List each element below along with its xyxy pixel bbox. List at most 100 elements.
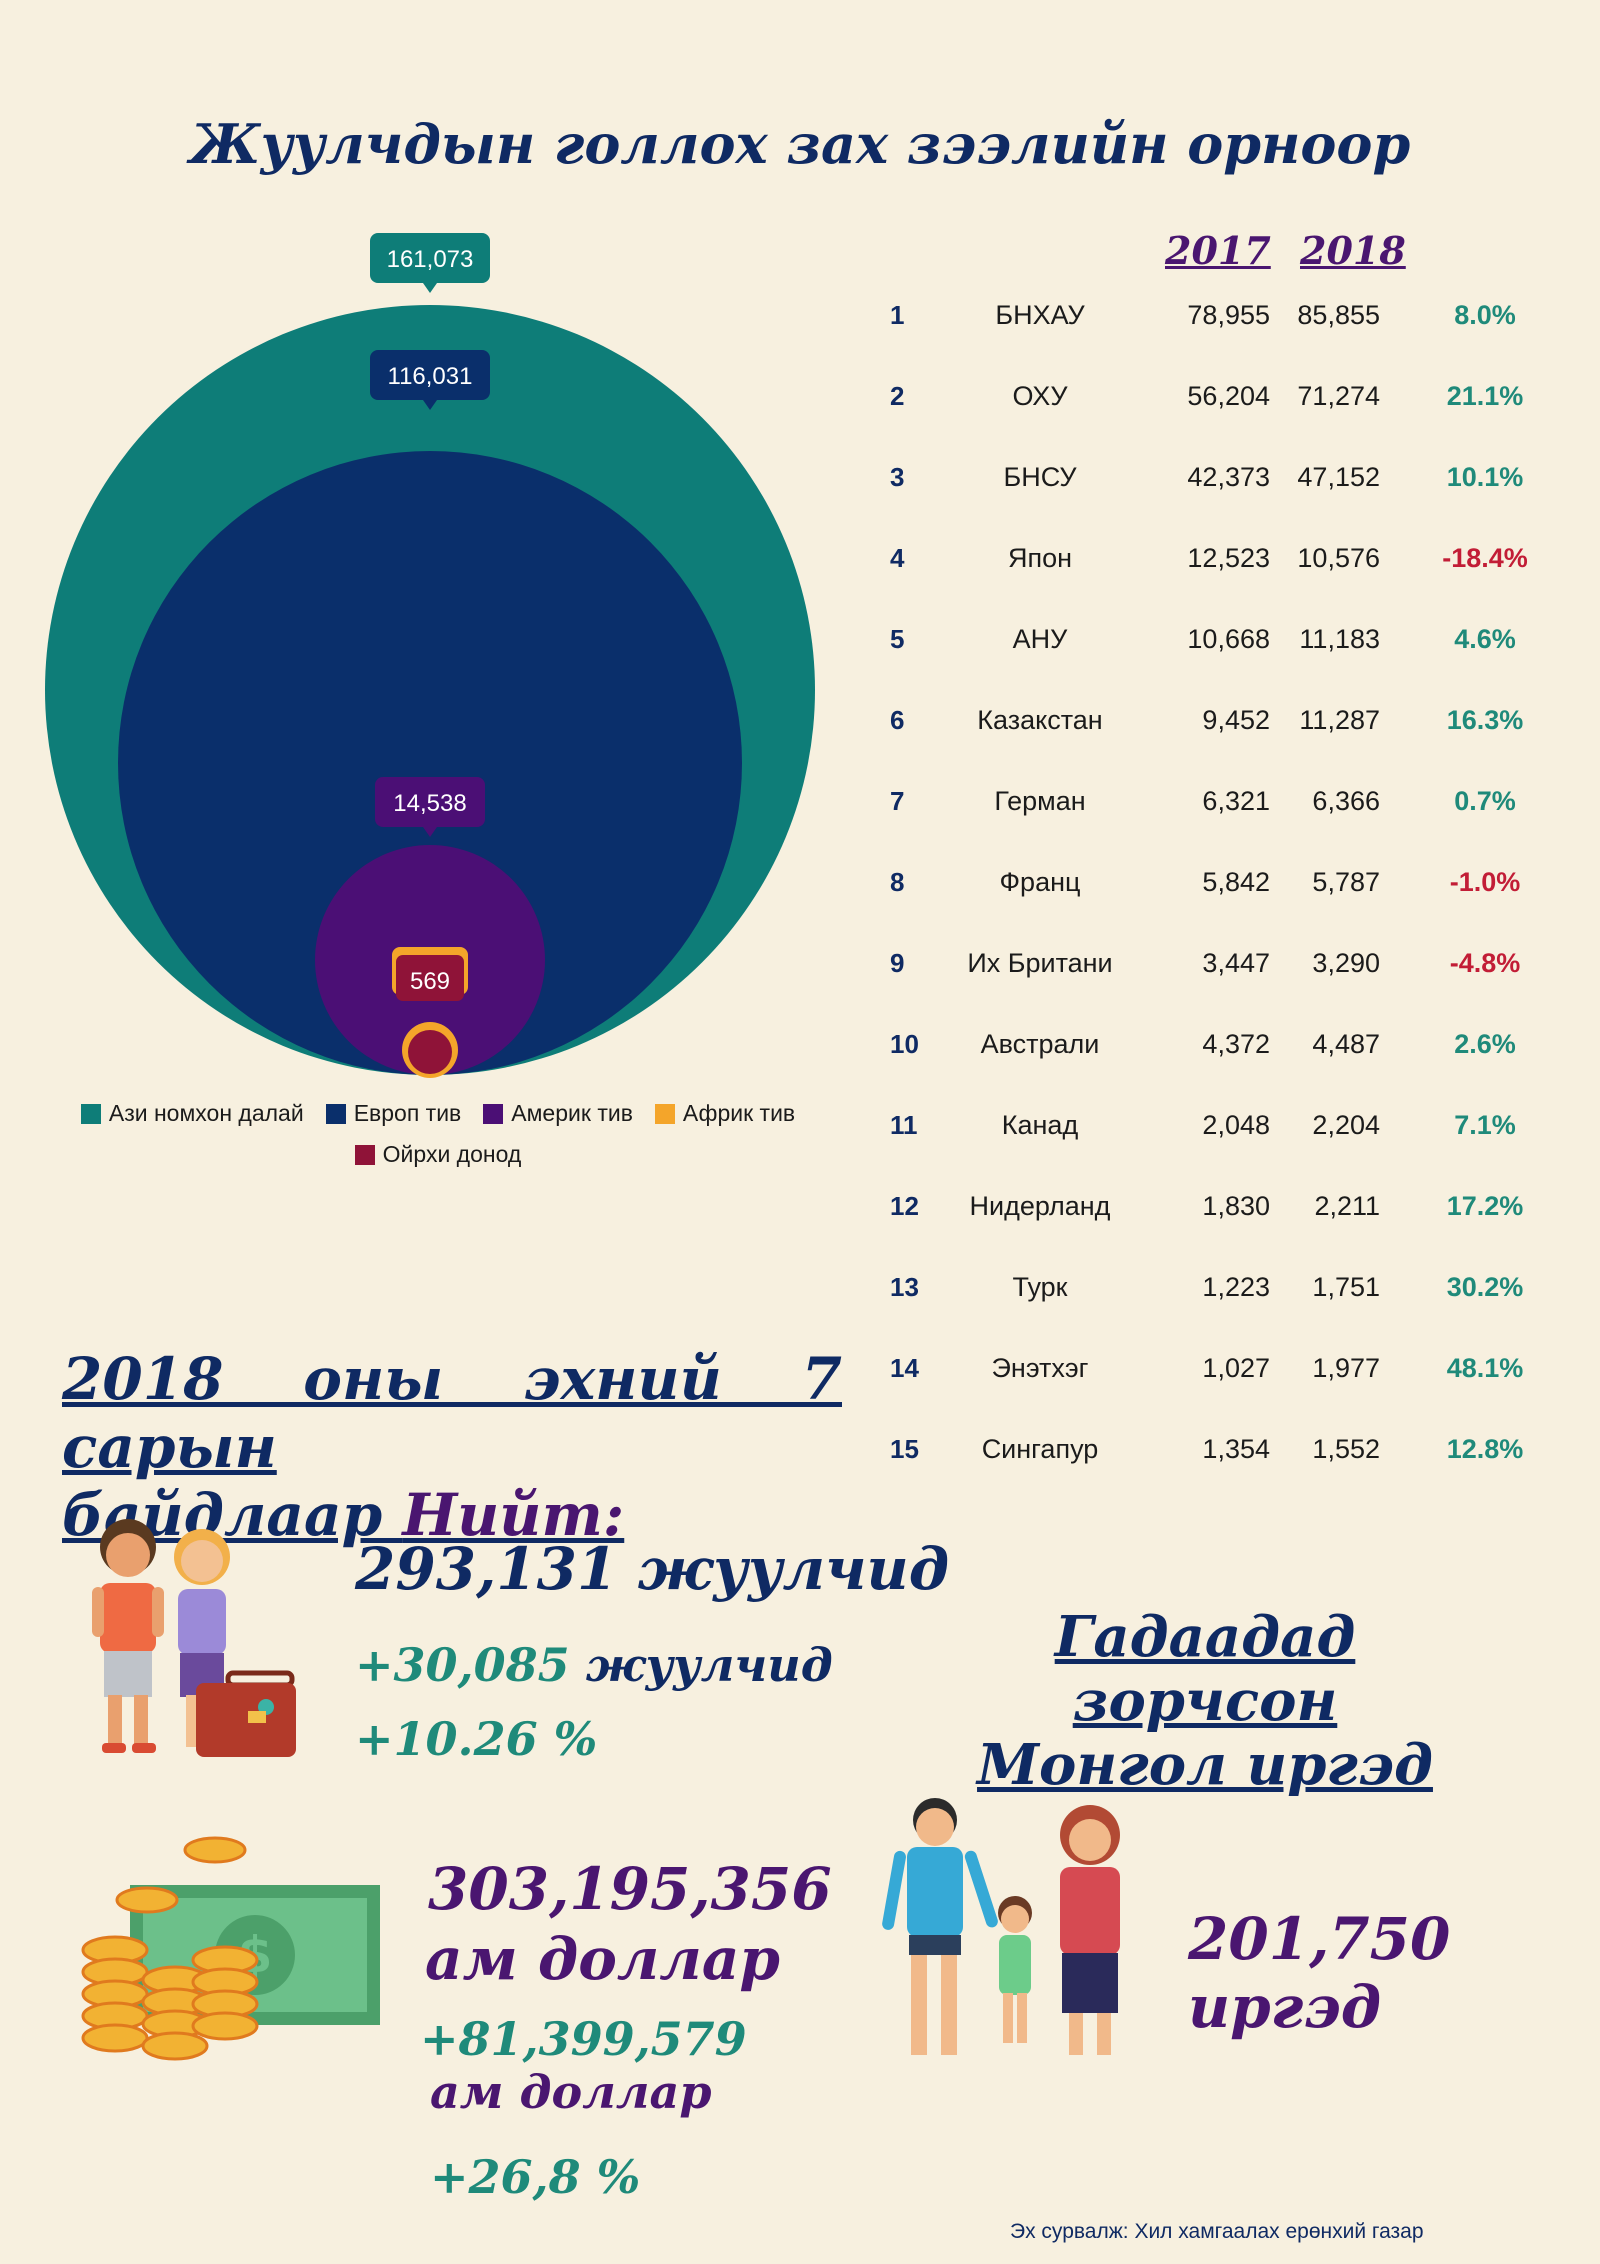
value-2018-cell: 10,576 [1297,543,1380,573]
country-cell: Франц [999,867,1081,897]
value-2017-cell: 4,372 [1202,1029,1270,1059]
value-2018-cell: 1,552 [1312,1434,1380,1464]
callout-america: 14,538 [375,777,485,837]
tourist-kids-illustration [92,1519,296,1757]
change-cell: 16.3% [1446,705,1524,735]
value-2017-cell: 5,842 [1202,867,1270,897]
change-cell: 48.1% [1446,1353,1524,1383]
country-cell: Турк [1012,1272,1068,1302]
value-2018-cell: 47,152 [1297,462,1380,492]
header-2018: 2018 [1300,228,1406,273]
tourists-increase: +30,085 жуулчид [355,1638,833,1692]
change-cell: 12.8% [1446,1434,1524,1464]
table-row: 6 Казакстан 9,452 11,287 16.3% [870,705,1570,761]
value-2017-cell: 1,027 [1202,1353,1270,1383]
bubble-chart: 161,073 116,031 14,538 569 [45,233,815,1078]
table-row: 12 Нидерланд 1,830 2,211 17.2% [870,1191,1570,1247]
value-2017-cell: 56,204 [1187,381,1270,411]
label-europe: 116,031 [388,363,473,390]
value-2017-cell: 1,223 [1202,1272,1270,1302]
country-cell: ОХУ [1012,381,1068,411]
country-cell: Нидерланд [969,1191,1111,1221]
country-cell: Их Британи [967,948,1113,978]
bubble-europe[interactable] [118,451,742,1075]
table-row: 2 ОХУ 56,204 71,274 21.1% [870,381,1570,437]
tourists-total: 293,131 жуулчид [355,1535,950,1603]
table-row: 1 БНХАУ 78,955 85,855 8.0% [870,300,1570,356]
legend-item-africa: Африк тив [654,1100,795,1127]
table-row: 15 Сингапур 1,354 1,552 12.8% [870,1434,1570,1490]
value-2018-cell: 1,751 [1312,1272,1380,1302]
summary-title: 2018 оны эхний 7 сарын байдлаар Нийт: [62,1345,842,1549]
source-note: Эх сурвалж: Хил хамгаалах ерөнхий газар [1010,2220,1424,2243]
rank-cell: 3 [890,462,905,492]
change-cell: 8.0% [1454,300,1516,330]
change-cell: -18.4% [1442,543,1528,573]
value-2018-cell: 2,204 [1312,1110,1380,1140]
label-asia: 161,073 [387,246,474,273]
table-row: 9 Их Британи 3,447 3,290 -4.8% [870,948,1570,1004]
value-2017-cell: 3,447 [1202,948,1270,978]
header-2017: 2017 [1165,228,1271,273]
value-2018-cell: 11,183 [1299,624,1380,654]
rank-cell: 13 [890,1272,919,1302]
table-row: 13 Турк 1,223 1,751 30.2% [870,1272,1570,1328]
change-cell: 7.1% [1454,1110,1516,1140]
label-middle-east: 569 [410,968,450,995]
value-2018-cell: 1,977 [1312,1353,1380,1383]
value-2018-cell: 4,487 [1312,1029,1380,1059]
change-cell: -4.8% [1449,948,1521,978]
table-row: 8 Франц 5,842 5,787 -1.0% [870,867,1570,923]
mongol-travelers-title: Гадаадад зорчсон Монгол иргэд [977,1604,1433,1798]
country-cell: Канад [1001,1110,1079,1140]
value-2017-cell: 1,354 [1202,1434,1270,1464]
country-cell: Австрали [980,1029,1100,1059]
rank-cell: 4 [890,543,905,573]
country-cell: Казакстан [977,705,1103,735]
rank-cell: 11 [890,1110,918,1140]
value-2017-cell: 10,668 [1187,624,1270,654]
legend-item-middle-east: Ойрхи донод [354,1141,521,1168]
country-cell: Япон [1007,543,1073,573]
change-cell: 17.2% [1446,1191,1524,1221]
value-2018-cell: 11,287 [1299,705,1380,735]
revenue-total: 303,195,356 [428,1855,832,1923]
legend-item-asia: Ази номхон далай [80,1100,304,1127]
value-2017-cell: 6,321 [1202,786,1270,816]
rank-cell: 2 [890,381,905,411]
change-cell: 21.1% [1446,381,1524,411]
money-illustration: $ [81,1836,380,2061]
country-cell: АНУ [1012,624,1068,654]
value-2018-cell: 85,855 [1297,300,1380,330]
value-2017-cell: 2,048 [1202,1110,1270,1140]
callout-asia: 161,073 [370,233,490,293]
legend: Ази номхон далай Европ тив Америк тив Аф… [58,1100,818,1168]
callout-europe: 116,031 [370,350,490,410]
country-cell: Энэтхэг [991,1353,1089,1383]
bubble-middle-east[interactable] [408,1030,452,1074]
value-2018-cell: 3,290 [1312,948,1380,978]
rank-cell: 6 [890,705,905,735]
rank-cell: 8 [890,867,905,897]
country-cell: Сингапур [981,1434,1099,1464]
country-cell: БНХАУ [995,300,1085,330]
page-title: Жуулчдын голлох зах зээлийн орноор [189,112,1411,176]
value-2017-cell: 78,955 [1187,300,1270,330]
table-row: 14 Энэтхэг 1,027 1,977 48.1% [870,1353,1570,1409]
change-cell: 4.6% [1454,624,1516,654]
value-2017-cell: 1,830 [1202,1191,1270,1221]
table-row: 4 Япон 12,523 10,576 -18.4% [870,543,1570,599]
rank-cell: 14 [890,1353,919,1383]
rank-cell: 12 [890,1191,919,1221]
change-cell: 2.6% [1454,1029,1516,1059]
tourists-percent: +10.26 % [355,1712,598,1766]
revenue-unit: ам доллар [425,1925,780,1993]
change-cell: -1.0% [1449,867,1521,897]
legend-item-america: Америк тив [483,1100,633,1127]
value-2018-cell: 6,366 [1312,786,1380,816]
value-2017-cell: 12,523 [1187,543,1270,573]
table-row: 7 Герман 6,321 6,366 0.7% [870,786,1570,842]
label-america: 14,538 [393,790,466,817]
legend-item-europe: Европ тив [325,1100,461,1127]
revenue-increase-unit: ам доллар [430,2065,712,2119]
